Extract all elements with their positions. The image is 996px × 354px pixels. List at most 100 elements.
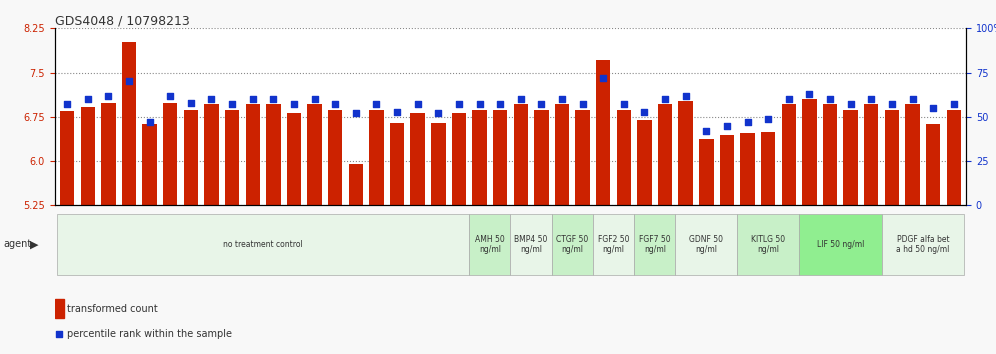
FancyBboxPatch shape	[552, 214, 593, 275]
Bar	[122, 42, 136, 354]
Text: LIF 50 ng/ml: LIF 50 ng/ml	[817, 240, 865, 249]
FancyBboxPatch shape	[799, 214, 881, 275]
Point	[471, 102, 487, 107]
Point	[80, 96, 96, 102]
Point	[657, 96, 673, 102]
Point	[636, 109, 652, 114]
Point	[904, 96, 920, 102]
Point	[183, 100, 199, 105]
Point	[337, 197, 353, 202]
Point	[513, 96, 529, 102]
Bar	[472, 110, 487, 354]
Point	[286, 102, 302, 107]
Bar	[163, 103, 177, 354]
Point	[101, 93, 117, 98]
Bar	[637, 120, 651, 354]
Point	[925, 105, 941, 111]
Bar	[287, 113, 301, 354]
Point	[245, 96, 261, 102]
Bar	[266, 104, 281, 354]
Point	[203, 96, 219, 102]
Point	[265, 96, 281, 102]
Point	[575, 102, 591, 107]
Point	[760, 116, 776, 121]
Bar	[844, 110, 858, 354]
Point	[616, 102, 631, 107]
Point	[328, 102, 344, 107]
FancyBboxPatch shape	[469, 214, 511, 275]
Text: percentile rank within the sample: percentile rank within the sample	[68, 329, 232, 339]
Point	[596, 75, 612, 81]
Point	[698, 128, 714, 134]
Bar	[823, 104, 838, 354]
FancyBboxPatch shape	[511, 214, 552, 275]
Point	[740, 119, 756, 125]
Point	[369, 102, 384, 107]
Bar	[204, 104, 219, 354]
Bar	[431, 123, 445, 354]
Bar	[884, 110, 899, 354]
Point	[348, 110, 364, 116]
Point	[802, 91, 818, 97]
Point	[677, 93, 693, 98]
Bar	[349, 164, 363, 354]
Text: ▶: ▶	[30, 239, 39, 249]
Bar	[865, 104, 878, 354]
Point	[122, 79, 137, 84]
Bar	[740, 133, 755, 354]
Point	[492, 102, 508, 107]
Point	[781, 96, 797, 102]
Point	[451, 102, 467, 107]
Bar	[514, 104, 528, 354]
Bar	[596, 59, 611, 354]
Bar	[926, 125, 940, 354]
Bar	[761, 132, 776, 354]
Bar	[576, 110, 590, 354]
Point	[162, 93, 178, 98]
Point	[224, 102, 240, 107]
Bar	[452, 113, 466, 354]
Bar	[370, 110, 383, 354]
Point	[409, 102, 425, 107]
Bar	[782, 104, 796, 354]
Point	[946, 102, 962, 107]
Point	[534, 102, 550, 107]
FancyBboxPatch shape	[57, 214, 469, 275]
Bar	[183, 110, 198, 354]
Point	[719, 123, 735, 129]
Bar	[905, 104, 919, 354]
Bar	[81, 107, 95, 354]
Bar	[60, 111, 75, 354]
Point	[554, 96, 570, 102]
Bar	[658, 104, 672, 354]
Point	[864, 96, 879, 102]
Bar	[55, 299, 64, 318]
Bar	[946, 110, 961, 354]
Bar	[617, 110, 631, 354]
Bar	[720, 135, 734, 354]
FancyBboxPatch shape	[881, 214, 964, 275]
Bar	[678, 101, 693, 354]
Text: AMH 50
ng/ml: AMH 50 ng/ml	[475, 235, 505, 254]
Bar	[699, 139, 713, 354]
Point	[389, 109, 405, 114]
Bar	[493, 110, 507, 354]
Text: no treatment control: no treatment control	[223, 240, 303, 249]
FancyBboxPatch shape	[737, 214, 799, 275]
Bar	[389, 123, 404, 354]
Bar	[102, 103, 116, 354]
Point	[430, 110, 446, 116]
Text: FGF2 50
ng/ml: FGF2 50 ng/ml	[598, 235, 629, 254]
Text: GDNF 50
ng/ml: GDNF 50 ng/ml	[689, 235, 723, 254]
Point	[141, 119, 157, 125]
Point	[307, 96, 323, 102]
Text: PDGF alfa bet
a hd 50 ng/ml: PDGF alfa bet a hd 50 ng/ml	[896, 235, 949, 254]
FancyBboxPatch shape	[593, 214, 634, 275]
Bar	[802, 99, 817, 354]
Text: agent: agent	[3, 239, 31, 249]
Point	[822, 96, 838, 102]
Text: CTGF 50
ng/ml: CTGF 50 ng/ml	[556, 235, 589, 254]
Bar	[142, 125, 156, 354]
Bar	[555, 104, 569, 354]
Bar	[308, 104, 322, 354]
